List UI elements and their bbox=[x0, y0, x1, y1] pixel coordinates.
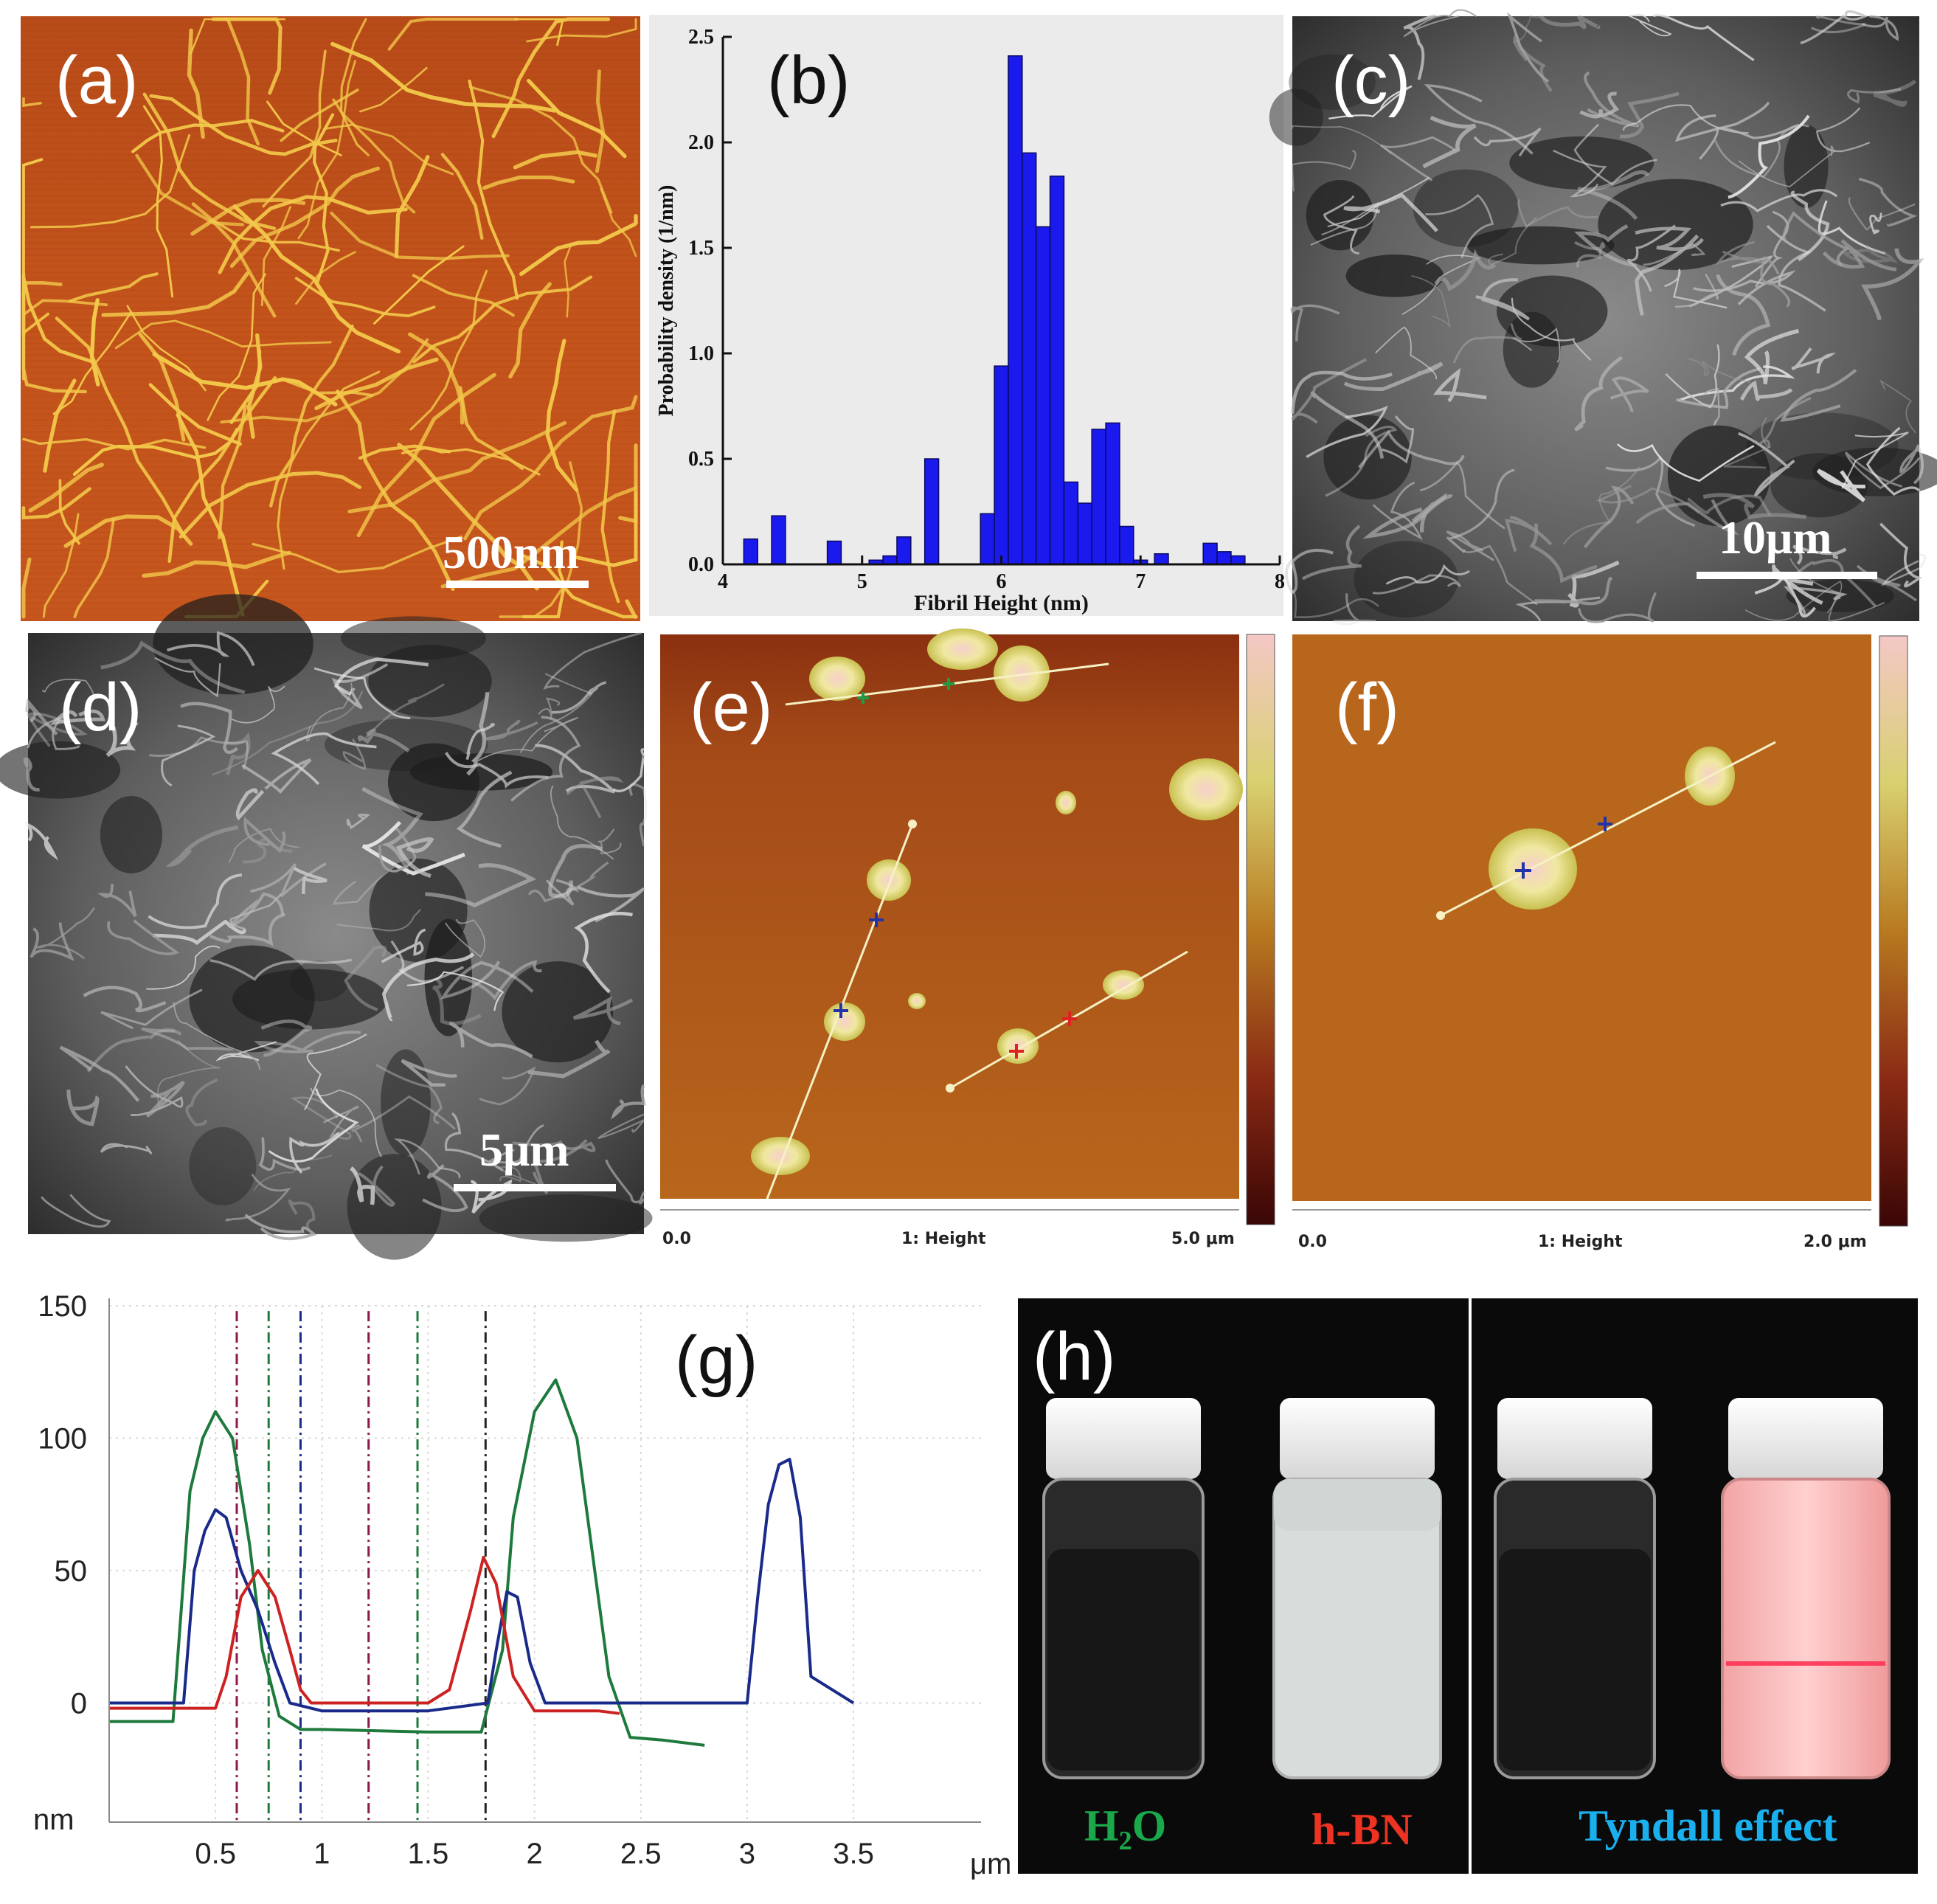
x-tick-label: 4 bbox=[718, 570, 728, 593]
panel-c-label: (c) bbox=[1331, 43, 1410, 118]
y-tick-label: 150 bbox=[38, 1290, 87, 1323]
panel-e-axis-title: 1: Height bbox=[901, 1230, 986, 1248]
panel-e-axis-end: 5.0 μm bbox=[1171, 1230, 1235, 1248]
histogram-bar bbox=[924, 458, 940, 565]
y-tick-label: 0 bbox=[71, 1687, 87, 1720]
y-axis-label: Probability density (1/nm) bbox=[655, 185, 678, 417]
y-tick-label: 1.5 bbox=[688, 237, 714, 260]
x-tick-label: 1 bbox=[313, 1838, 330, 1870]
panel-f-axis-start: 0.0 bbox=[1298, 1233, 1327, 1251]
profile-blue-line bbox=[109, 1458, 855, 1713]
panel-a-scalebar-label: 500nm bbox=[443, 526, 579, 578]
histogram-bar bbox=[1077, 502, 1092, 565]
y-unit-label: nm bbox=[33, 1804, 74, 1836]
panel-e-label: (e) bbox=[690, 670, 772, 745]
panel-g: 150 100 50 0 0.5 1 1.5 2 2.5 3 3.5 nm μm (g) bbox=[33, 1290, 1011, 1880]
vial-label-tyndall: Tyndall effect bbox=[1579, 1801, 1837, 1850]
histogram-bar bbox=[1091, 429, 1106, 565]
panel-h-label: (h) bbox=[1033, 1319, 1115, 1394]
y-tick-label: 2.0 bbox=[688, 131, 714, 154]
x-tick-label: 2 bbox=[526, 1838, 542, 1870]
panel-f-label: (f) bbox=[1335, 670, 1399, 745]
x-tick-label: 6 bbox=[997, 570, 1007, 593]
histogram-bar bbox=[994, 365, 1009, 565]
vial-label-h2o: H₂O bbox=[1084, 1801, 1166, 1850]
fibril-network-image bbox=[21, 17, 638, 619]
histogram-bar bbox=[1049, 176, 1065, 565]
y-tick-label: 1.0 bbox=[688, 342, 714, 365]
panel-f-axis-end: 2.0 μm bbox=[1803, 1233, 1867, 1251]
histogram-bar bbox=[882, 555, 898, 565]
panel-f-axis-title: 1: Height bbox=[1538, 1233, 1623, 1251]
panel-e-axis-start: 0.0 bbox=[662, 1230, 691, 1248]
histogram-bar bbox=[896, 536, 912, 565]
x-tick-label: 8 bbox=[1275, 570, 1285, 593]
panel-f-section-line bbox=[1440, 741, 1776, 917]
panel-e: 0.0 1: Height 5.0 μm (e) bbox=[660, 629, 1275, 1248]
histogram-bar bbox=[771, 515, 786, 565]
panel-b-background bbox=[649, 15, 1283, 616]
sem-pore-texture bbox=[0, 594, 653, 1260]
y-tick-label: 0.0 bbox=[688, 553, 714, 576]
panel-f: 0.0 1: Height 2.0 μm (f) bbox=[1292, 634, 1908, 1251]
x-tick-label: 5 bbox=[857, 570, 867, 593]
x-tick-label: 3.5 bbox=[833, 1838, 874, 1870]
histogram-bar bbox=[1119, 525, 1134, 565]
x-tick-label: 1.5 bbox=[408, 1838, 449, 1870]
x-axis-label: Fibril Height (nm) bbox=[914, 591, 1089, 615]
vial-water-tyndall bbox=[1494, 1398, 1656, 1779]
histogram-bar bbox=[743, 538, 758, 565]
fibril-height-histogram: 4 5 6 7 8 0.0 0.5 1.0 1.5 2.0 2.5 Fibril Height (nm… bbox=[655, 26, 1285, 615]
sem-network-texture bbox=[1269, 9, 1937, 626]
histogram-bar bbox=[1063, 481, 1079, 565]
x-tick-label: 3 bbox=[739, 1838, 755, 1870]
panel-b: (b) 4 5 6 7 8 0.0 0.5 1.0 1.5 2.0 2.5 Fibril Height… bbox=[649, 15, 1285, 616]
panel-e-afm-image bbox=[660, 634, 1239, 1199]
vial-hbn-tyndall-glow bbox=[1721, 1398, 1891, 1779]
panel-f-afm-image bbox=[1292, 634, 1871, 1201]
y-tick-label: 50 bbox=[55, 1555, 88, 1588]
x-tick-label: 7 bbox=[1135, 570, 1146, 593]
panel-h: (h) H₂O h-BN Tyndall effect bbox=[1018, 1298, 1918, 1874]
panel-c-scalebar-label: 10μm bbox=[1719, 511, 1832, 564]
x-tick-label: 2.5 bbox=[620, 1838, 662, 1870]
vial-label-hbn: h-BN bbox=[1311, 1805, 1413, 1854]
panel-b-label: (b) bbox=[767, 43, 850, 118]
y-tick-label: 2.5 bbox=[688, 26, 714, 49]
profile-green-line bbox=[109, 1378, 705, 1747]
vial-water bbox=[1042, 1398, 1205, 1779]
vial-hbn bbox=[1272, 1398, 1442, 1779]
panel-e-height-colorbar bbox=[1246, 634, 1275, 1225]
histogram-bar bbox=[1154, 553, 1169, 565]
panel-a: (a) 500nm bbox=[21, 16, 640, 621]
histogram-bar bbox=[1105, 422, 1120, 565]
histogram-bar bbox=[1230, 555, 1246, 565]
x-unit-label: μm bbox=[970, 1848, 1011, 1880]
panel-g-label: (g) bbox=[675, 1323, 758, 1398]
panel-d-scalebar-label: 5μm bbox=[479, 1124, 569, 1176]
panel-c: (c) 10μm bbox=[1269, 9, 1937, 626]
profile-red-line bbox=[109, 1556, 620, 1715]
histogram-bar bbox=[1008, 55, 1023, 565]
histogram-bar bbox=[826, 540, 842, 565]
y-tick-label: 0.5 bbox=[688, 448, 714, 471]
panel-f-height-colorbar bbox=[1879, 635, 1908, 1227]
histogram-bar bbox=[1216, 551, 1232, 565]
x-tick-label: 0.5 bbox=[195, 1838, 236, 1870]
panel-d: (d) 5μm bbox=[0, 594, 653, 1260]
panel-f-flake-large bbox=[1489, 828, 1577, 910]
histogram-bar bbox=[1202, 542, 1218, 565]
panel-d-label: (d) bbox=[59, 670, 142, 745]
panel-e-cursor-markers bbox=[834, 678, 1077, 1093]
histogram-bar bbox=[1035, 226, 1051, 565]
y-tick-label: 100 bbox=[38, 1422, 87, 1455]
histogram-bar bbox=[980, 513, 995, 565]
panel-a-label: (a) bbox=[55, 43, 138, 118]
histogram-bar bbox=[1022, 152, 1037, 565]
height-profile-chart: 150 100 50 0 0.5 1 1.5 2 2.5 3 3.5 nm μm bbox=[33, 1290, 1011, 1880]
